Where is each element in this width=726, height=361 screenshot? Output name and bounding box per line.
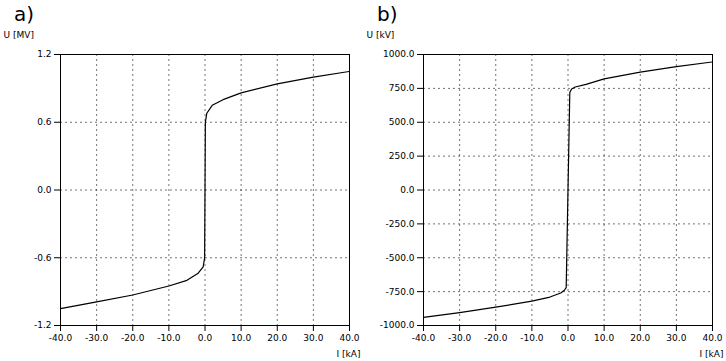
svg-text:0.0: 0.0 [198, 333, 213, 343]
svg-text:I [kA]: I [kA] [700, 349, 724, 359]
svg-text:10.0: 10.0 [594, 333, 614, 343]
svg-text:750.0: 750.0 [389, 83, 415, 93]
html-text:b): b) [377, 2, 398, 26]
svg-text:-1.2: -1.2 [34, 320, 52, 330]
svg-text:20.0: 20.0 [630, 333, 650, 343]
svg-text:-1000.0: -1000.0 [380, 320, 415, 330]
svg-text:0.0: 0.0 [37, 185, 52, 195]
svg-text:-10.0: -10.0 [520, 333, 544, 343]
svg-text:-0.6: -0.6 [34, 253, 52, 263]
svg-text:-10.0: -10.0 [157, 333, 181, 343]
svg-text:I [kA]: I [kA] [337, 349, 361, 359]
svg-text:1000.0: 1000.0 [383, 49, 415, 59]
svg-text:-250.0: -250.0 [385, 219, 414, 229]
svg-text:500.0: 500.0 [389, 117, 415, 127]
svg-text:-30.0: -30.0 [448, 333, 472, 343]
svg-text:-40.0: -40.0 [49, 333, 73, 343]
svg-text:0.0: 0.0 [561, 333, 576, 343]
svg-text:30.0: 30.0 [666, 333, 686, 343]
svg-text:40.0: 40.0 [702, 333, 722, 343]
svg-text:-500.0: -500.0 [385, 253, 414, 263]
svg-text:0.0: 0.0 [400, 185, 415, 195]
svg-text:-20.0: -20.0 [121, 333, 145, 343]
svg-text:10.0: 10.0 [231, 333, 251, 343]
svg-text:U [kV]: U [kV] [367, 30, 395, 40]
svg-text:-20.0: -20.0 [484, 333, 508, 343]
svg-text:30.0: 30.0 [303, 333, 323, 343]
svg-text:20.0: 20.0 [267, 333, 287, 343]
svg-text:-750.0: -750.0 [385, 287, 414, 297]
svg-text:U [MV]: U [MV] [4, 30, 34, 40]
svg-text:250.0: 250.0 [389, 151, 415, 161]
html-text:a): a) [14, 2, 35, 26]
svg-text:-30.0: -30.0 [85, 333, 109, 343]
svg-text:1.2: 1.2 [37, 49, 51, 59]
svg-text:40.0: 40.0 [339, 333, 359, 343]
svg-text:0.6: 0.6 [37, 117, 52, 127]
svg-text:-40.0: -40.0 [412, 333, 436, 343]
